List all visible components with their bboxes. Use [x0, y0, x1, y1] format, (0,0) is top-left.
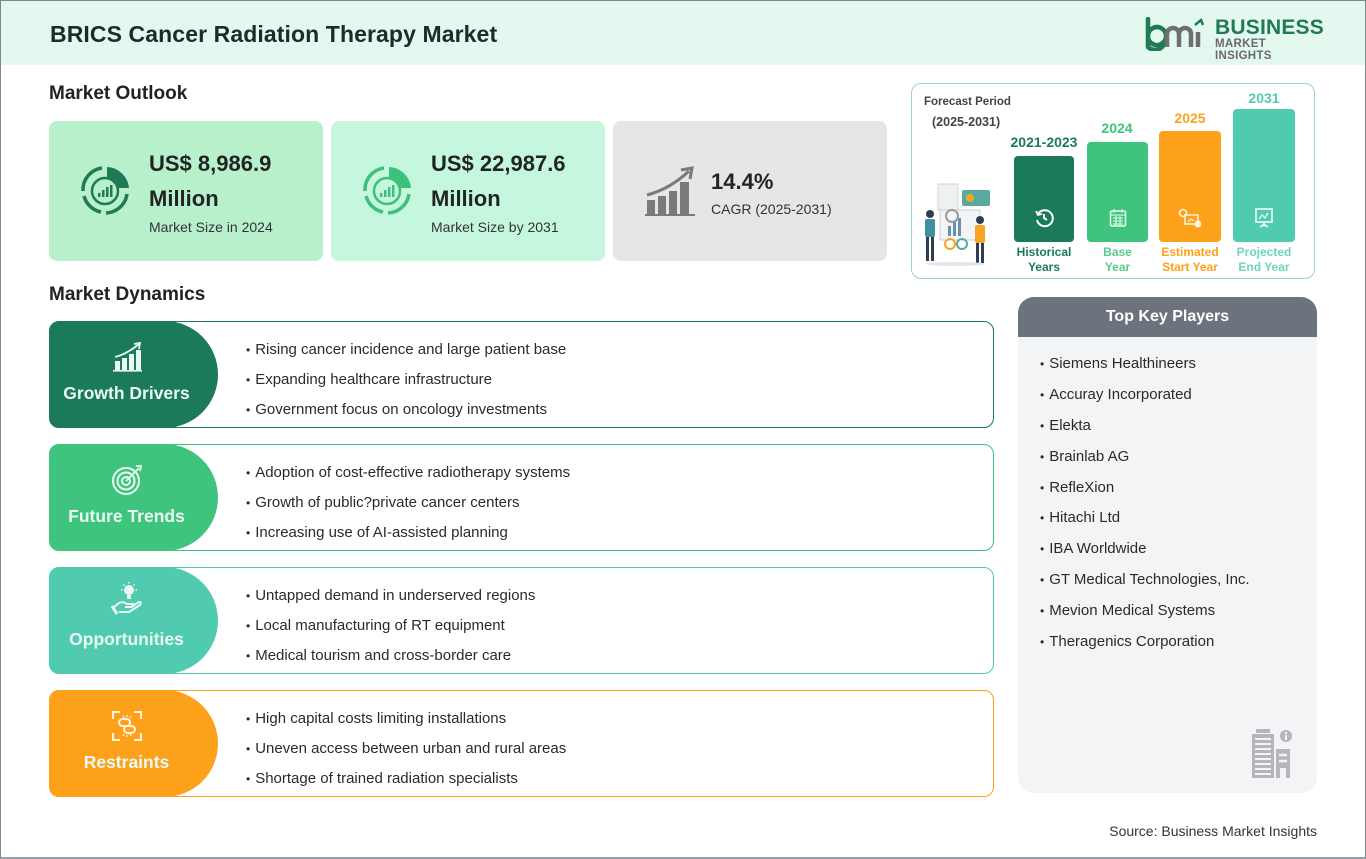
market-outlook-heading: Market Outlook	[49, 83, 188, 104]
forecast-year-label: 2024	[1101, 120, 1133, 136]
growth-bars-icon	[112, 341, 142, 372]
target-icon	[111, 464, 142, 495]
forecast-period-panel: Forecast Period (2025-2031) 2021-2023 Hi…	[911, 83, 1315, 279]
forecast-range: (2025-2031)	[932, 115, 1001, 129]
dynamics-row-opportunities: Opportunities Untapped demand in underse…	[48, 566, 994, 676]
broken-link-icon	[111, 710, 142, 741]
list-item: High capital costs limiting installation…	[246, 709, 566, 739]
player-item: GT Medical Technologies, Inc.	[1040, 570, 1249, 601]
forecast-bar-estimated	[1159, 131, 1221, 242]
list-item: Rising cancer incidence and large patien…	[246, 340, 566, 370]
forecast-year-label: 2021-2023	[1010, 134, 1078, 150]
list-item: Adoption of cost-effective radiotherapy …	[246, 463, 570, 493]
forecast-title: Forecast Period	[924, 96, 1011, 108]
opportunities-label: Opportunities	[69, 628, 184, 649]
source-caption: Source: Business Market Insights	[1109, 823, 1317, 839]
stat-value-unit: Million	[149, 186, 219, 211]
opportunities-badge: Opportunities	[48, 566, 218, 674]
player-item: Siemens Healthineers	[1040, 354, 1250, 385]
restraints-label: Restraints	[83, 751, 170, 772]
dynamics-row-restraints: Restraints High capital costs limiting i…	[48, 689, 994, 799]
forecast-bar-projected	[1233, 109, 1295, 242]
future-trends-badge: Future Trends	[48, 443, 218, 551]
key-players-list: Siemens Healthineers Accuray Incorporate…	[1040, 354, 1250, 663]
top-key-players-heading: Top Key Players	[1018, 297, 1317, 337]
growth-drivers-label: Growth Drivers	[63, 382, 190, 403]
list-item: Expanding healthcare infrastructure	[246, 370, 566, 400]
cagr-card: 14.4% CAGR (2025-2031)	[613, 121, 887, 261]
stat-label: Market Size by 2031	[431, 219, 559, 235]
donut-chart-icon	[81, 166, 129, 215]
cagr-label: CAGR (2025-2031)	[711, 201, 832, 217]
player-item: Hitachi Ltd	[1040, 508, 1250, 539]
player-item: Accuray Incorporated	[1040, 385, 1250, 416]
list-item: Increasing use of AI-assisted planning	[246, 523, 570, 553]
list-item: Uneven access between urban and rural ar…	[246, 739, 566, 769]
player-item: Brainlab AG	[1040, 447, 1250, 478]
player-item: Theragenics Corporation	[1040, 632, 1250, 663]
lightbulb-hand-icon	[110, 581, 142, 615]
dynamics-row-growth-drivers: Growth Drivers Rising cancer incidence a…	[48, 320, 994, 430]
stat-value-unit: Million	[431, 186, 501, 211]
market-dynamics-heading: Market Dynamics	[49, 284, 206, 305]
bmi-logo-icon	[1145, 17, 1205, 51]
settings-monitor-icon	[1178, 208, 1202, 228]
forecast-caption: Base Year	[1103, 245, 1132, 274]
player-item: RefleXion	[1040, 478, 1250, 509]
dynamics-row-future-trends: Future Trends Adoption of cost-effective…	[48, 443, 994, 553]
forecast-year-label: 2031	[1248, 90, 1280, 106]
market-size-2024-card: US$ 8,986.9 Million Market Size in 2024	[49, 121, 323, 261]
cagr-value: 14.4%	[711, 169, 774, 194]
presentation-board-icon	[1255, 208, 1273, 228]
growth-drivers-badge: Growth Drivers	[48, 320, 218, 428]
forecast-caption: Historical Years	[1016, 245, 1072, 274]
brand-logo[interactable]: BUSINESS MARKET INSIGHTS	[1145, 15, 1325, 62]
future-trends-label: Future Trends	[68, 505, 185, 526]
restraints-badge: Restraints	[48, 689, 218, 797]
growth-drivers-list: Rising cancer incidence and large patien…	[246, 340, 566, 430]
list-item: Medical tourism and cross-border care	[246, 646, 535, 676]
page-title: BRICS Cancer Radiation Therapy Market	[50, 21, 498, 47]
future-trends-list: Adoption of cost-effective radiotherapy …	[246, 463, 570, 553]
logo-sub-text: MARKET INSIGHTS	[1215, 38, 1272, 62]
player-item: IBA Worldwide	[1040, 539, 1250, 570]
player-item: Elekta	[1040, 416, 1250, 447]
list-item: Local manufacturing of RT equipment	[246, 616, 535, 646]
restraints-list: High capital costs limiting installation…	[246, 709, 566, 799]
stat-value: US$ 22,987.6	[431, 151, 566, 176]
donut-chart-icon	[363, 166, 411, 215]
opportunities-list: Untapped demand in underserved regions L…	[246, 586, 535, 676]
player-item: Mevion Medical Systems	[1040, 601, 1250, 632]
top-key-players-panel: Top Key Players Siemens Healthineers Acc…	[1018, 297, 1317, 793]
forecast-caption: Projected End Year	[1236, 245, 1292, 274]
page-header: BRICS Cancer Radiation Therapy Market BU…	[1, 1, 1365, 65]
list-item: Growth of public?private cancer centers	[246, 493, 570, 523]
forecast-caption: Estimated Start Year	[1161, 245, 1219, 274]
analysts-illustration	[925, 183, 990, 266]
forecast-bar-historical	[1014, 156, 1074, 242]
building-info-icon	[1252, 729, 1292, 778]
growth-chart-icon	[645, 166, 695, 216]
stat-label: Market Size in 2024	[149, 219, 273, 235]
history-clock-icon	[1035, 209, 1054, 228]
forecast-year-label: 2025	[1174, 110, 1206, 126]
forecast-bar-base	[1087, 142, 1148, 242]
list-item: Shortage of trained radiation specialist…	[246, 769, 566, 799]
market-size-2031-card: US$ 22,987.6 Million Market Size by 2031	[331, 121, 605, 261]
logo-brand-text: BUSINESS	[1215, 16, 1324, 39]
calendar-icon	[1109, 209, 1126, 227]
list-item: Untapped demand in underserved regions	[246, 586, 535, 616]
stat-value: US$ 8,986.9	[149, 151, 272, 176]
list-item: Government focus on oncology investments	[246, 400, 566, 430]
